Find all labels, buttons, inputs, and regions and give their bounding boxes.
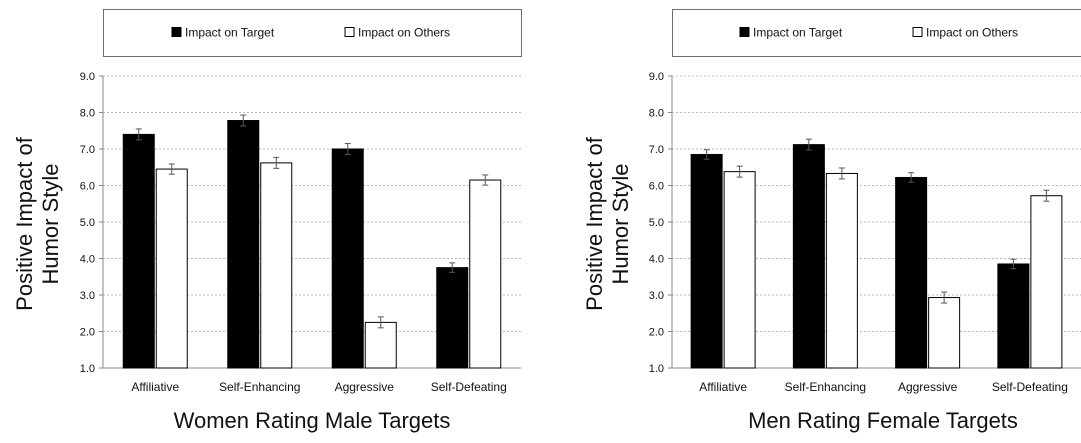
x-tick-label: Self-Defeating — [992, 380, 1068, 394]
legend-swatch-2 — [912, 27, 923, 37]
y-tick-label: 4.0 — [80, 254, 95, 266]
y-tick-label: 2.0 — [80, 327, 95, 339]
y-axis-title-line: Positive Impact of — [12, 136, 37, 311]
x-tick-label: Self-Defeating — [431, 380, 507, 394]
y-axis-title-line: Humor Style — [38, 163, 63, 284]
x-tick-label: Aggressive — [335, 380, 395, 394]
y-axis-title-line: Positive Impact of — [582, 136, 607, 311]
bar-others — [469, 179, 502, 369]
y-tick-label: 4.0 — [649, 254, 664, 266]
chart-panel-2: Impact on Target Impact on Others 1.0 2.0 3.… — [582, 9, 1081, 433]
y-tick-label: 8.0 — [649, 108, 664, 120]
y-axis-title: Positive Impact ofHumor Style — [582, 136, 633, 311]
bar-target — [997, 263, 1030, 369]
legend-swatch-1 — [739, 27, 750, 37]
x-tick-label: Affiliative — [699, 380, 747, 394]
legend-box — [672, 9, 1081, 57]
y-tick-label: 3.0 — [80, 290, 95, 302]
y-tick-label: 9.0 — [80, 71, 95, 83]
bar-target — [436, 267, 469, 369]
legend-swatch-1 — [171, 27, 182, 37]
bar-target — [792, 144, 825, 369]
legend-label-2: Impact on Others — [926, 26, 1018, 40]
x-tick-label: Aggressive — [898, 380, 958, 394]
legend-label-2: Impact on Others — [358, 26, 450, 40]
y-tick-label: 2.0 — [649, 327, 664, 339]
y-tick-label: 8.0 — [80, 108, 95, 120]
x-tick-label: Self-Enhancing — [219, 380, 300, 394]
chart-panel-1: Impact on Target Impact on Others 1.0 2.0 3.… — [12, 9, 522, 433]
bar-target — [227, 120, 260, 369]
y-tick-label: 6.0 — [649, 181, 664, 193]
y-tick-label: 1.0 — [649, 363, 664, 375]
bar-target — [690, 153, 723, 369]
chart-title: Men Rating Female Targets — [748, 408, 1018, 433]
legend-box — [103, 9, 522, 57]
bar-others — [260, 162, 293, 369]
bar-target — [895, 176, 928, 369]
y-tick-label: 1.0 — [80, 363, 95, 375]
y-tick-label: 9.0 — [649, 71, 664, 83]
bar-others — [928, 297, 961, 369]
y-tick-label: 7.0 — [80, 144, 95, 156]
y-axis-title: Positive Impact ofHumor Style — [12, 136, 63, 311]
bar-target — [122, 133, 155, 369]
chart-title: Women Rating Male Targets — [174, 408, 451, 433]
y-axis-title-line: Humor Style — [608, 163, 633, 284]
y-tick-label: 6.0 — [80, 181, 95, 193]
bar-others — [364, 321, 397, 369]
bar-others — [1030, 195, 1063, 369]
bar-others — [723, 171, 756, 369]
x-tick-label: Affiliative — [131, 380, 179, 394]
y-tick-label: 7.0 — [649, 144, 664, 156]
x-tick-label: Self-Enhancing — [785, 380, 866, 394]
bar-others — [825, 172, 858, 369]
bar-others — [155, 168, 188, 369]
y-tick-label: 5.0 — [80, 217, 95, 229]
legend-swatch-2 — [344, 27, 355, 37]
legend-label-1: Impact on Target — [185, 26, 275, 40]
legend-label-1: Impact on Target — [753, 26, 843, 40]
y-tick-label: 5.0 — [649, 217, 664, 229]
y-tick-label: 3.0 — [649, 290, 664, 302]
bar-target — [331, 148, 364, 369]
